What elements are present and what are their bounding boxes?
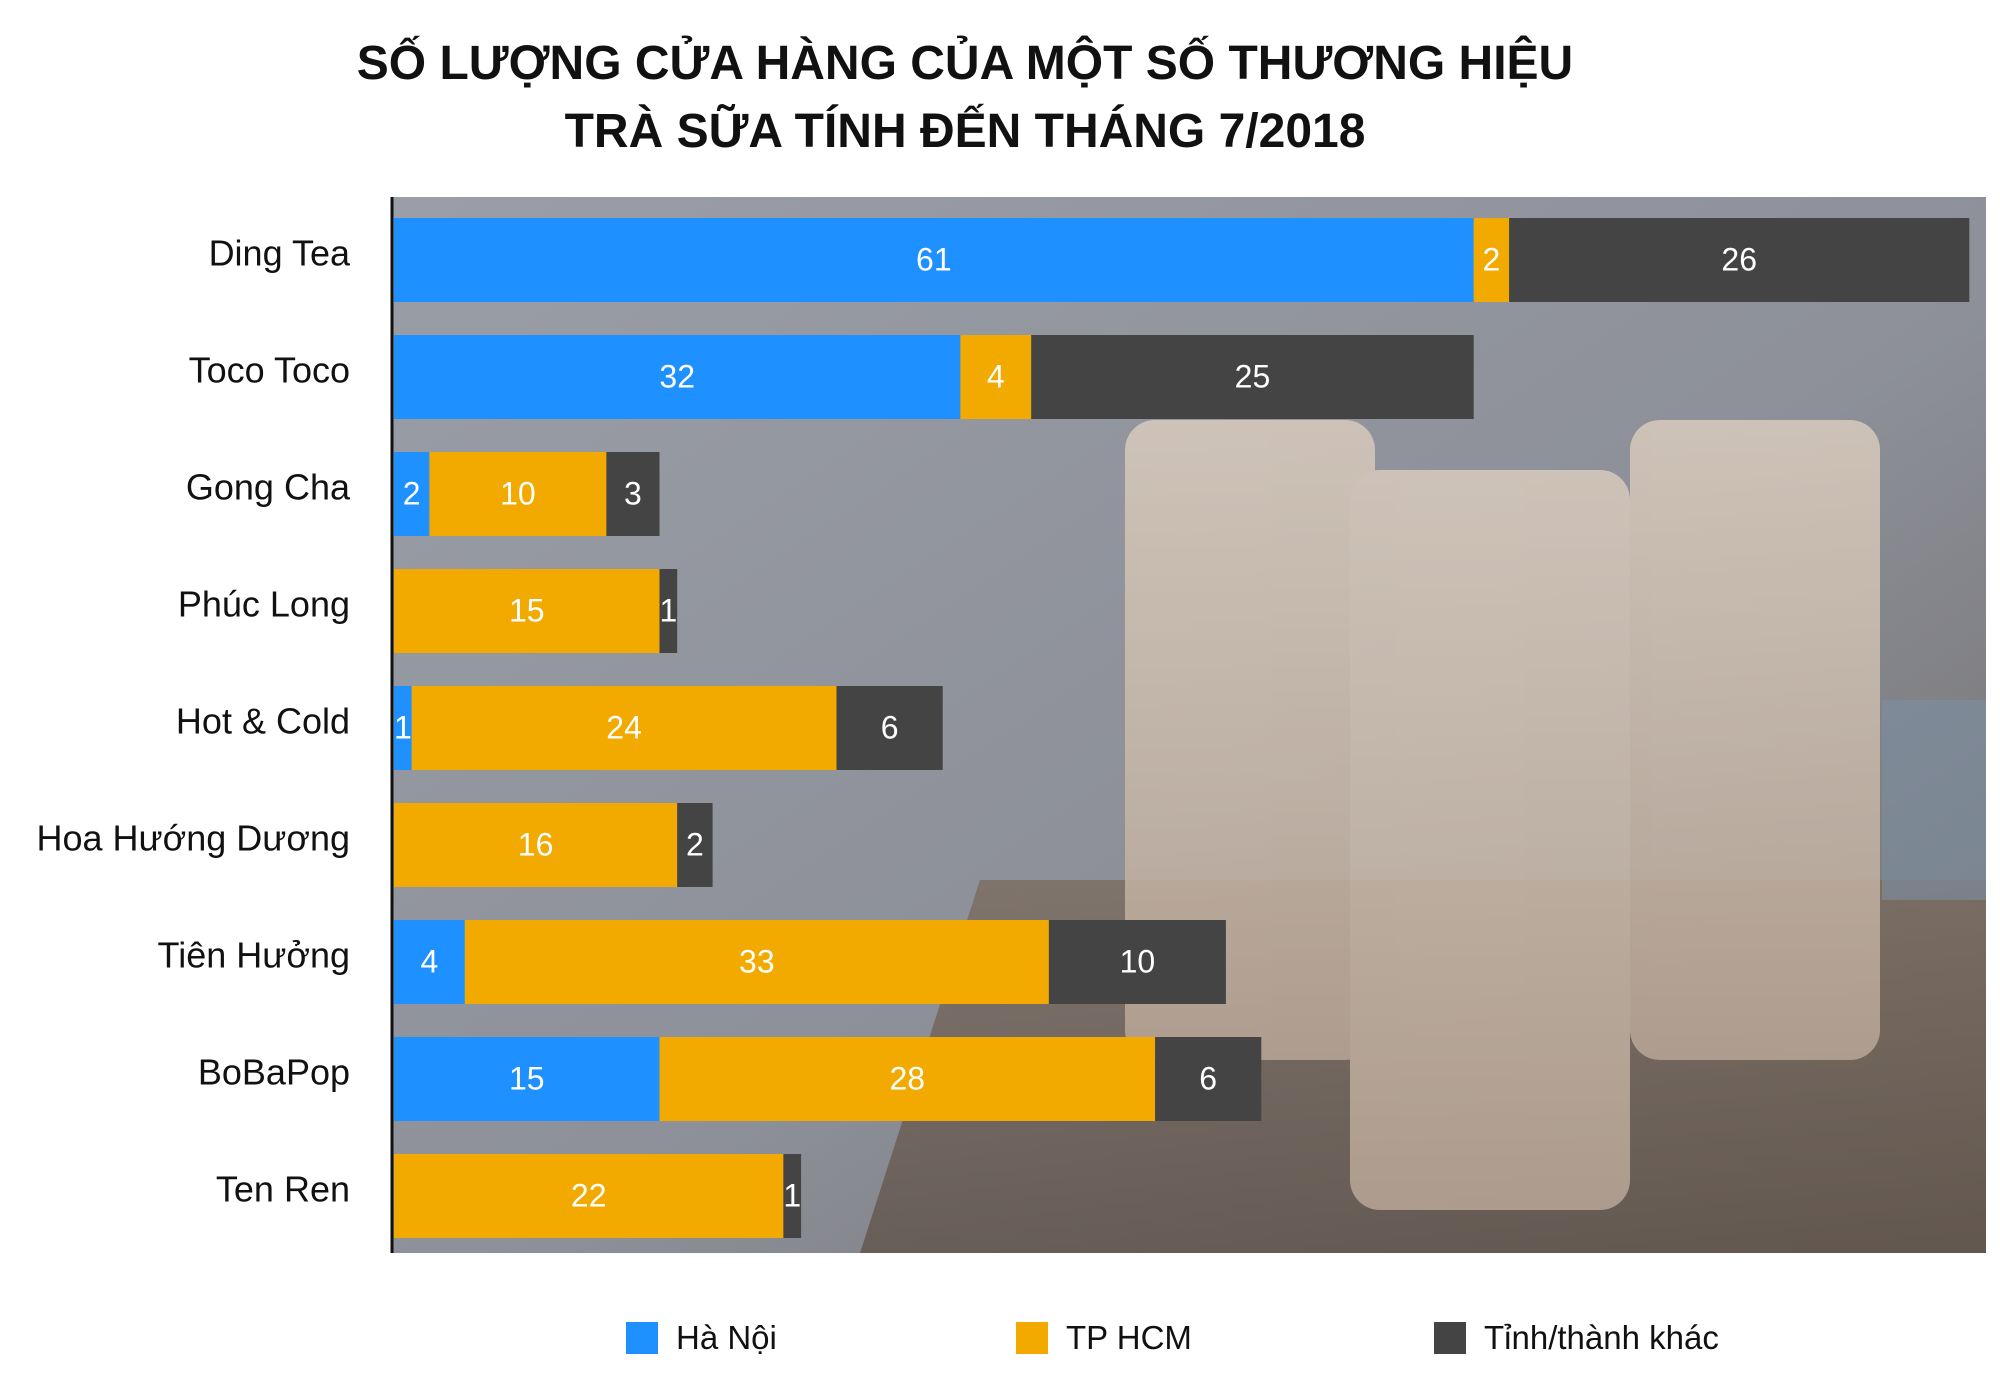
bar-hot-cold-tp-hcm bbox=[411, 686, 837, 770]
legend-swatch-ha-noi bbox=[626, 1322, 658, 1354]
data-label-bobapop-ha-noi: 15 bbox=[509, 1060, 545, 1096]
bar-ten-ren-tinh-thanh-khac bbox=[783, 1154, 802, 1238]
bar-ding-tea-tinh-thanh-khac bbox=[1509, 218, 1970, 302]
legend-swatch-tp-hcm bbox=[1016, 1322, 1048, 1354]
data-label-gong-cha-ha-noi: 2 bbox=[403, 475, 421, 511]
legend-label-tp-hcm: TP HCM bbox=[1066, 1319, 1192, 1356]
bar-tien-huong-tinh-thanh-khac bbox=[1048, 920, 1226, 1004]
data-label-hot-cold-tinh-thanh-khac: 6 bbox=[881, 709, 899, 745]
chart-title-line-2: TRÀ SỮA TÍNH ĐẾN THÁNG 7/2018 bbox=[564, 105, 1366, 158]
bar-gong-cha-tinh-thanh-khac bbox=[606, 452, 660, 536]
bar-hot-cold-ha-noi bbox=[394, 686, 412, 770]
bar-toco-toco-tp-hcm bbox=[960, 335, 1032, 419]
data-label-hoa-huong-duong-tp-hcm: 16 bbox=[518, 826, 554, 862]
bar-hoa-huong-duong-tp-hcm bbox=[394, 803, 678, 887]
bar-phuc-long-tinh-thanh-khac bbox=[659, 569, 678, 653]
data-label-tien-huong-tinh-thanh-khac: 10 bbox=[1120, 943, 1156, 979]
category-label-tien-huong: Tiên Hưởng bbox=[158, 935, 350, 976]
data-label-tien-huong-tp-hcm: 33 bbox=[739, 943, 775, 979]
bar-toco-toco-tinh-thanh-khac bbox=[1031, 335, 1474, 419]
chart-title: SỐ LƯỢNG CỬA HÀNG CỦA MỘT SỐ THƯƠNG HIỆU… bbox=[150, 30, 1780, 166]
category-label-hoa-huong-duong: Hoa Hướng Dương bbox=[36, 818, 350, 859]
legend-swatch-tinh-thanh-khac bbox=[1434, 1322, 1466, 1354]
data-label-tien-huong-ha-noi: 4 bbox=[421, 943, 439, 979]
category-label-hot-cold: Hot & Cold bbox=[176, 701, 350, 742]
bar-tien-huong-tp-hcm bbox=[464, 920, 1049, 1004]
bar-phuc-long-tp-hcm bbox=[394, 569, 660, 653]
bar-hot-cold-tinh-thanh-khac bbox=[836, 686, 943, 770]
data-label-ding-tea-ha-noi: 61 bbox=[916, 241, 952, 277]
legend-item-tinh-thanh-khac: Tỉnh/thành khác bbox=[1434, 1318, 1719, 1358]
bar-ding-tea-ha-noi bbox=[394, 218, 1474, 302]
bar-ding-tea-tp-hcm bbox=[1473, 218, 1510, 302]
category-label-ding-tea: Ding Tea bbox=[209, 233, 351, 274]
category-label-toco-toco: Toco Toco bbox=[189, 350, 350, 391]
data-label-ten-ren-tinh-thanh-khac: 1 bbox=[783, 1177, 801, 1213]
legend-label-tinh-thanh-khac: Tỉnh/thành khác bbox=[1484, 1319, 1719, 1356]
bar-hoa-huong-duong-tinh-thanh-khac bbox=[677, 803, 713, 887]
data-label-toco-toco-tinh-thanh-khac: 25 bbox=[1235, 358, 1271, 394]
bar-bobapop-ha-noi bbox=[394, 1037, 660, 1121]
data-label-ding-tea-tinh-thanh-khac: 26 bbox=[1721, 241, 1757, 277]
data-label-ten-ren-tp-hcm: 22 bbox=[571, 1177, 607, 1213]
bar-tien-huong-ha-noi bbox=[394, 920, 465, 1004]
data-label-bobapop-tp-hcm: 28 bbox=[890, 1060, 926, 1096]
bar-gong-cha-ha-noi bbox=[394, 452, 430, 536]
data-label-toco-toco-tp-hcm: 4 bbox=[987, 358, 1005, 394]
data-label-phuc-long-tinh-thanh-khac: 1 bbox=[659, 592, 677, 628]
data-label-toco-toco-ha-noi: 32 bbox=[659, 358, 695, 394]
legend-item-ha-noi: Hà Nội bbox=[626, 1318, 777, 1358]
bar-bobapop-tinh-thanh-khac bbox=[1155, 1037, 1262, 1121]
data-label-ding-tea-tp-hcm: 2 bbox=[1483, 241, 1501, 277]
bar-bobapop-tp-hcm bbox=[659, 1037, 1156, 1121]
data-label-gong-cha-tp-hcm: 10 bbox=[500, 475, 536, 511]
bar-gong-cha-tp-hcm bbox=[429, 452, 607, 536]
data-label-hot-cold-ha-noi: 1 bbox=[394, 709, 412, 745]
bar-ten-ren-tp-hcm bbox=[394, 1154, 784, 1238]
category-label-phuc-long: Phúc Long bbox=[178, 584, 350, 625]
legend-item-tp-hcm: TP HCM bbox=[1016, 1318, 1192, 1358]
data-label-bobapop-tinh-thanh-khac: 6 bbox=[1199, 1060, 1217, 1096]
data-label-hoa-huong-duong-tinh-thanh-khac: 2 bbox=[686, 826, 704, 862]
category-label-bobapop: BoBaPop bbox=[198, 1052, 350, 1093]
bar-toco-toco-ha-noi bbox=[394, 335, 961, 419]
data-label-gong-cha-tinh-thanh-khac: 3 bbox=[624, 475, 642, 511]
data-label-phuc-long-tp-hcm: 15 bbox=[509, 592, 545, 628]
legend-label-ha-noi: Hà Nội bbox=[676, 1319, 777, 1356]
chart-title-line-1: SỐ LƯỢNG CỬA HÀNG CỦA MỘT SỐ THƯƠNG HIỆU bbox=[356, 37, 1574, 90]
category-label-gong-cha: Gong Cha bbox=[186, 467, 351, 508]
category-label-ten-ren: Ten Ren bbox=[216, 1169, 350, 1210]
data-label-hot-cold-tp-hcm: 24 bbox=[606, 709, 642, 745]
